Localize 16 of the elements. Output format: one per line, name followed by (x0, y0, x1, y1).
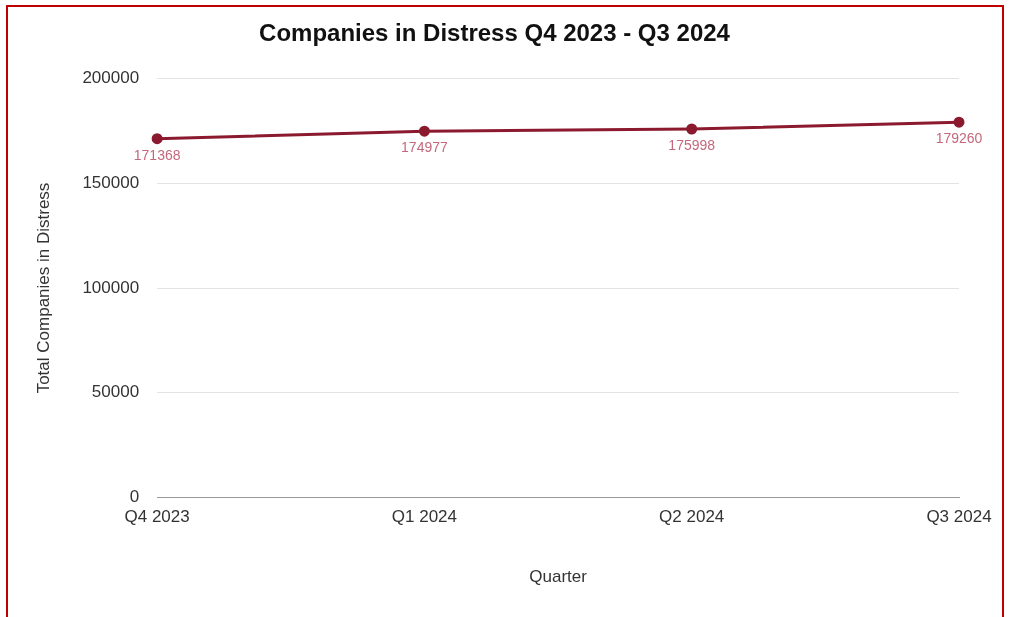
y-tick-label: 150000 (82, 173, 140, 193)
x-tick-label: Q3 2024 (926, 507, 992, 527)
data-label: 175998 (668, 136, 716, 153)
x-axis-title: Quarter (529, 567, 588, 587)
y-tick-label: 100000 (82, 277, 140, 297)
x-tick-label: Q2 2024 (659, 507, 725, 527)
chart-title: Companies in Distress Q4 2023 - Q3 2024 (259, 19, 731, 47)
y-tick-label: 200000 (82, 68, 140, 88)
y-axis-title: Total Companies in Distress (33, 182, 53, 394)
data-label: 171368 (133, 146, 181, 163)
y-tick-label: 0 (129, 486, 140, 506)
x-tick-label: Q4 2023 (124, 507, 190, 527)
data-label: 179260 (935, 130, 983, 147)
y-tick-label: 50000 (91, 382, 140, 402)
data-label: 174977 (401, 139, 448, 156)
x-tick-label: Q1 2024 (391, 507, 458, 527)
